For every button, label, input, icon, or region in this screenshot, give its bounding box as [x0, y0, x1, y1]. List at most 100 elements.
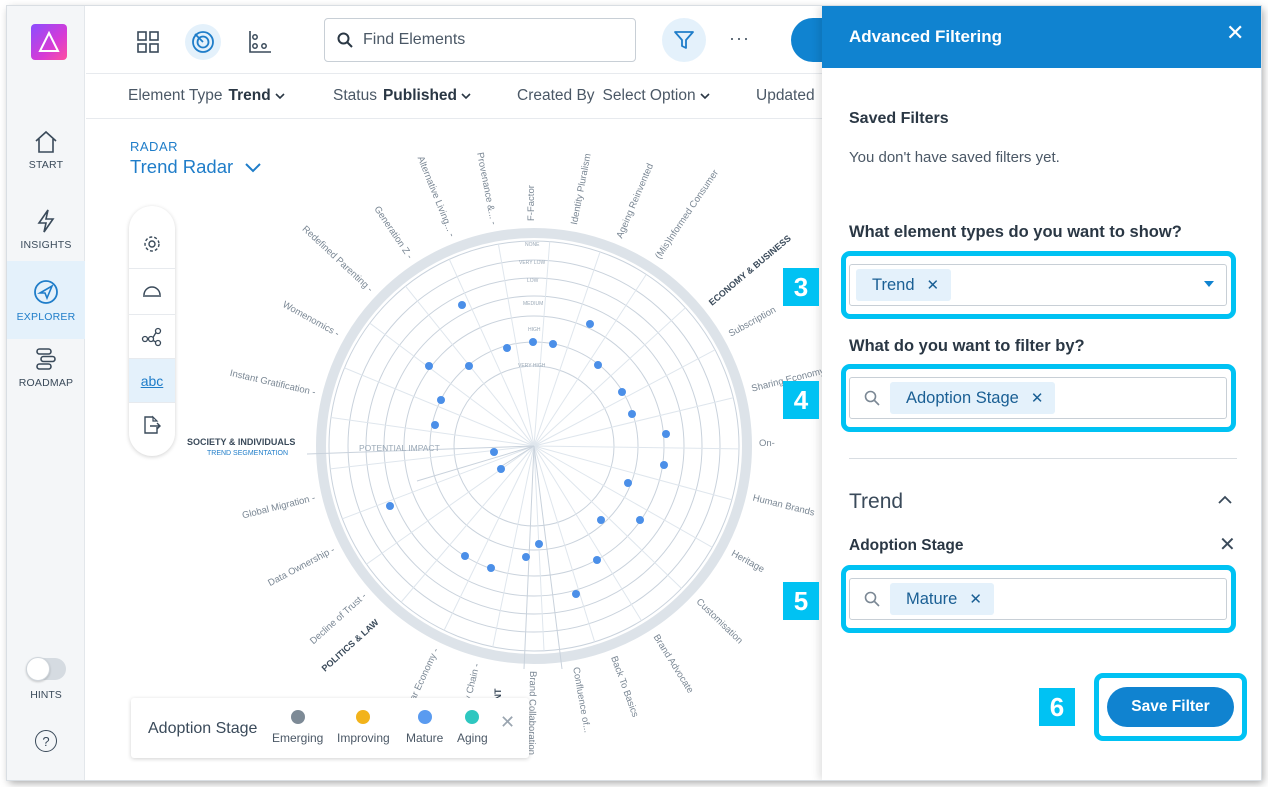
radar-sector-line — [306, 445, 535, 455]
drawer-title: Advanced Filtering — [849, 27, 1003, 46]
text-tool[interactable]: abc — [129, 358, 175, 402]
radar-spoke — [342, 445, 535, 520]
element-types-question: What element types do you want to show? — [849, 223, 1182, 241]
element-types-select[interactable]: Trend ✕ — [849, 264, 1227, 306]
chevron-down-icon — [461, 93, 471, 100]
roadmap-icon — [36, 347, 56, 370]
more-options-icon[interactable]: ··· — [729, 28, 750, 48]
close-drawer-icon[interactable]: ✕ — [1226, 20, 1245, 45]
nav-item-roadmap[interactable]: ROADMAP — [7, 328, 85, 406]
half-circle-tool[interactable] — [129, 268, 175, 312]
nav-item-explorer[interactable]: EXPLORER — [7, 261, 85, 339]
trend-label: Heritage — [729, 548, 766, 575]
ring-label: VERY HIGH — [518, 363, 546, 369]
trend-dot — [487, 564, 495, 572]
ring-label: VERY LOW — [519, 260, 545, 266]
nav-label: INSIGHTS — [20, 238, 72, 251]
trend-label: Alternative Living... - — [415, 155, 457, 239]
trend-dot — [549, 340, 557, 348]
legend-dot — [465, 710, 480, 724]
remove-filter-icon[interactable]: ✕ — [1219, 534, 1236, 556]
remove-chip-icon[interactable]: ✕ — [1030, 390, 1044, 407]
lightning-icon — [37, 209, 55, 232]
legend-item-aging: Aging — [457, 710, 488, 745]
radar-ring — [383, 295, 685, 597]
saved-filters-title: Saved Filters — [849, 110, 949, 127]
ring-label: HIGH — [528, 327, 541, 333]
app-window: START INSIGHTS EXPLORER ROADMAP HINTS ? — [7, 6, 1261, 780]
filter-value: Trend — [228, 87, 271, 104]
radar-dots — [386, 301, 670, 598]
saved-filters-note: You don't have saved filters yet. — [849, 149, 1060, 166]
filter-created-by[interactable]: Created By Select Option — [517, 87, 710, 105]
app-logo[interactable] — [31, 24, 67, 60]
grid-icon — [137, 31, 159, 53]
close-legend-icon[interactable]: ✕ — [500, 712, 516, 732]
radar-spoke — [533, 445, 713, 548]
radar-spoke — [533, 445, 732, 501]
ring-label: NONE — [525, 242, 540, 248]
remove-chip-icon[interactable]: ✕ — [969, 591, 982, 608]
filter-by-input[interactable]: Adoption Stage ✕ — [849, 377, 1227, 419]
radar-title: Trend Radar — [130, 156, 234, 177]
trend-dot — [624, 479, 632, 487]
network-tool[interactable] — [129, 314, 175, 358]
compass-icon — [34, 279, 58, 304]
radar-tool-strip: abc — [129, 206, 175, 456]
chevron-up-icon[interactable] — [1217, 492, 1233, 510]
search-icon — [337, 32, 353, 48]
hints-toggle[interactable] — [26, 657, 66, 681]
filter-button[interactable] — [662, 18, 706, 62]
trend-dot — [458, 301, 466, 309]
legend-label: Aging — [457, 731, 488, 745]
adoption-stage-title: Adoption Stage — [849, 537, 964, 554]
save-filter-button[interactable]: Save Filter — [1107, 687, 1234, 727]
remove-chip-icon[interactable]: ✕ — [926, 277, 940, 294]
chart-view-button[interactable] — [242, 24, 278, 60]
trend-dot — [490, 448, 498, 456]
trend-dot — [660, 461, 668, 469]
radar-sector-line — [416, 445, 535, 482]
adoption-stage-input[interactable]: Mature ✕ — [849, 578, 1227, 620]
trend-dot — [465, 362, 473, 370]
chevron-down-icon — [245, 163, 262, 173]
legend-item-improving: Improving — [337, 710, 390, 745]
radar-selector[interactable]: Trend Radar — [130, 156, 262, 178]
filter-status[interactable]: Status Published — [333, 87, 471, 105]
legend-label: Improving — [337, 731, 390, 745]
radar-ring — [347, 259, 721, 633]
legend-item-mature: Mature — [406, 710, 443, 745]
radar-spoke — [448, 259, 535, 447]
home-icon — [35, 130, 57, 153]
step-highlight-6 — [1094, 673, 1247, 741]
dropdown-caret-icon[interactable] — [1204, 281, 1214, 287]
center-label: POTENTIAL IMPACT — [359, 443, 440, 453]
radar-spoke — [330, 416, 535, 447]
radar-spoke — [369, 322, 535, 447]
grid-view-button[interactable] — [130, 24, 166, 60]
radar-ring — [453, 365, 615, 527]
radar-spoke — [533, 307, 686, 447]
export-tool[interactable] — [129, 402, 175, 446]
radar-spoke — [443, 445, 535, 631]
trend-dot — [425, 362, 433, 370]
search-input[interactable]: Find Elements — [324, 18, 636, 62]
radar-view-button[interactable] — [185, 24, 221, 60]
legend-item-emerging: Emerging — [272, 710, 323, 745]
step-highlight-3 — [841, 251, 1236, 319]
filter-element-type[interactable]: Element Type Trend — [128, 87, 285, 105]
nav-item-start[interactable]: START — [7, 111, 85, 189]
trend-dot — [636, 516, 644, 524]
radar-sector-line — [496, 445, 535, 470]
trend-radar-chart: Alternative Living... - Provenance &... -… — [187, 152, 826, 756]
settings-tool[interactable] — [129, 222, 175, 266]
semicircle-icon — [143, 285, 161, 297]
drawer-header: Advanced Filtering ✕ — [822, 6, 1261, 68]
segment-label-economy: ECONOMY & BUSINESS — [707, 233, 793, 307]
trend-label: Provenance &... - — [474, 152, 499, 226]
nav-item-insights[interactable]: INSIGHTS — [7, 190, 85, 268]
help-icon[interactable]: ? — [35, 730, 57, 752]
filter-updated[interactable]: Updated — [756, 87, 815, 104]
chevron-down-icon — [275, 93, 285, 100]
step-number-6: 6 — [1039, 688, 1075, 726]
